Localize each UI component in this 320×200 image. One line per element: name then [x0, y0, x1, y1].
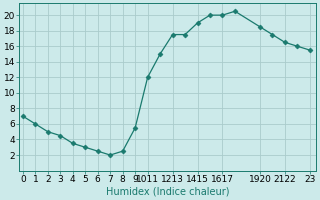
X-axis label: Humidex (Indice chaleur): Humidex (Indice chaleur) [106, 187, 229, 197]
